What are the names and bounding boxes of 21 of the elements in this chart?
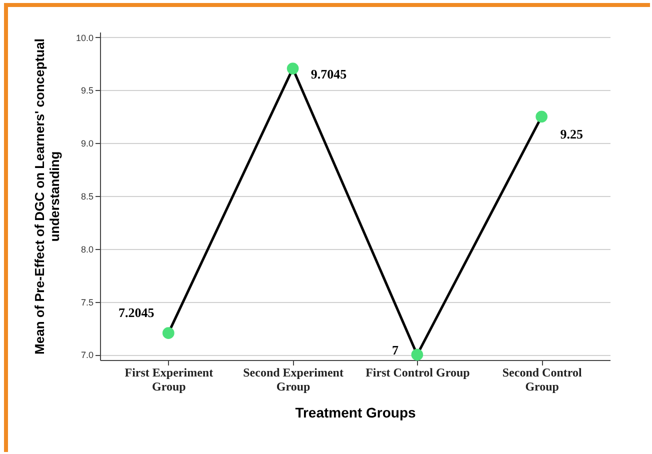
y-tick-label: 9.5 [80,86,94,96]
x-tick-label: Second Control Group [502,366,582,394]
x-tick-label: First Experiment Group [124,366,214,394]
y-axis-title: Mean of Pre-Effect of DGC on Learners' conceptual understanding [32,38,62,354]
x-tick-label: First Control Group [366,366,470,380]
x-tick-label: Second Experiment Group [243,366,344,394]
y-tick-label: 7.5 [80,297,94,308]
x-axis-title: Treatment Groups [295,404,416,420]
y-tick-label: 8.0 [80,244,94,254]
point [536,110,548,123]
point [286,62,299,74]
data-label: 9.7045 [310,66,348,82]
data-label: 7.2045 [118,305,155,320]
point [162,327,174,339]
data-label: 7 [392,342,399,358]
y-tick-label: 8.5 [80,192,94,202]
y-tick-label: 7.0 [80,350,94,360]
data-label: 9.25 [560,126,584,142]
y-tick-label: 9.0 [80,138,94,149]
y-tick-label: 10.0 [76,32,94,43]
point [411,348,424,361]
